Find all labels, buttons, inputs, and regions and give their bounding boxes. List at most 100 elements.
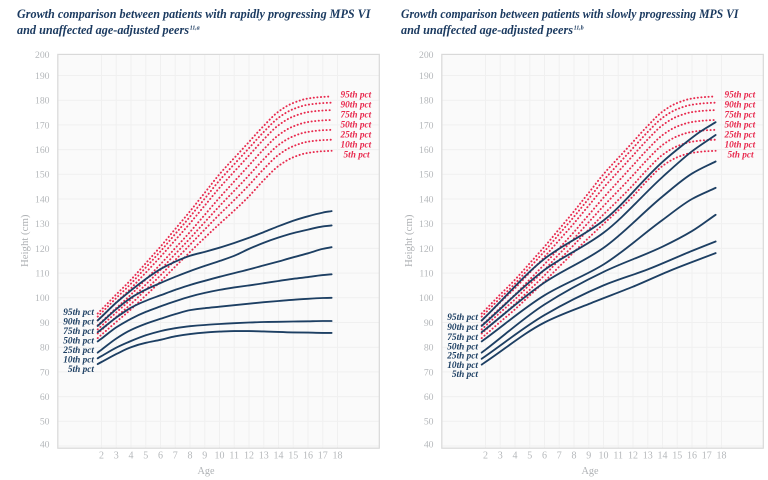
svg-text:15: 15	[672, 451, 682, 462]
svg-text:3: 3	[114, 451, 119, 462]
svg-text:13: 13	[643, 451, 653, 462]
svg-text:60: 60	[424, 392, 434, 403]
svg-text:18: 18	[717, 451, 727, 462]
svg-text:80: 80	[40, 343, 50, 354]
svg-text:150: 150	[419, 170, 434, 181]
svg-text:50th pct: 50th pct	[63, 337, 94, 347]
svg-text:9: 9	[202, 451, 207, 462]
svg-text:10th pct: 10th pct	[725, 140, 756, 150]
svg-text:95th pct: 95th pct	[725, 90, 756, 100]
svg-text:3: 3	[498, 451, 503, 462]
svg-text:25th pct: 25th pct	[446, 352, 478, 362]
svg-text:and unaffected age-adjusted pe: and unaffected age-adjusted peers	[17, 22, 189, 37]
svg-text:160: 160	[419, 145, 434, 156]
svg-text:50: 50	[424, 417, 434, 428]
svg-text:7: 7	[173, 451, 178, 462]
svg-text:180: 180	[35, 96, 50, 107]
svg-text:75th pct: 75th pct	[447, 333, 478, 343]
svg-text:12: 12	[628, 451, 638, 462]
svg-text:170: 170	[419, 120, 434, 131]
svg-text:10th pct: 10th pct	[341, 140, 372, 150]
svg-text:11,a: 11,a	[190, 25, 200, 31]
svg-text:Height (cm): Height (cm)	[19, 214, 31, 267]
svg-text:160: 160	[35, 145, 50, 156]
svg-text:90th pct: 90th pct	[341, 100, 372, 110]
svg-text:5th pct: 5th pct	[344, 150, 371, 160]
svg-text:70: 70	[40, 367, 50, 378]
svg-text:10th pct: 10th pct	[447, 361, 478, 371]
svg-text:140: 140	[35, 194, 50, 205]
svg-text:90: 90	[40, 318, 50, 329]
svg-text:13: 13	[259, 451, 269, 462]
svg-text:120: 120	[35, 244, 50, 255]
svg-text:40: 40	[424, 440, 434, 451]
svg-text:8: 8	[188, 451, 193, 462]
svg-text:5th pct: 5th pct	[728, 150, 755, 160]
svg-text:95th pct: 95th pct	[447, 313, 478, 323]
svg-text:75th pct: 75th pct	[341, 110, 372, 120]
svg-text:17: 17	[702, 451, 712, 462]
svg-text:12: 12	[244, 451, 254, 462]
svg-text:200: 200	[35, 50, 50, 61]
svg-text:6: 6	[158, 451, 163, 462]
svg-text:25th pct: 25th pct	[340, 130, 372, 140]
svg-text:110: 110	[35, 269, 49, 280]
svg-text:190: 190	[35, 71, 50, 82]
svg-text:180: 180	[419, 96, 434, 107]
svg-text:170: 170	[35, 120, 50, 131]
svg-text:95th pct: 95th pct	[341, 90, 372, 100]
svg-text:10: 10	[215, 451, 225, 462]
svg-text:14: 14	[274, 451, 284, 462]
svg-text:17: 17	[318, 451, 328, 462]
svg-text:11: 11	[229, 451, 239, 462]
svg-text:50: 50	[40, 417, 50, 428]
svg-text:100: 100	[35, 293, 50, 304]
svg-text:110: 110	[419, 269, 433, 280]
svg-text:75th pct: 75th pct	[725, 110, 756, 120]
svg-text:4: 4	[129, 451, 134, 462]
svg-text:2: 2	[483, 451, 488, 462]
svg-text:8: 8	[572, 451, 577, 462]
svg-text:150: 150	[35, 170, 50, 181]
svg-text:4: 4	[513, 451, 518, 462]
svg-text:Growth comparison between pati: Growth comparison between patients with …	[17, 6, 371, 21]
svg-text:15: 15	[288, 451, 298, 462]
svg-text:95th pct: 95th pct	[63, 308, 94, 318]
svg-text:25th pct: 25th pct	[724, 130, 756, 140]
svg-text:70: 70	[424, 367, 434, 378]
svg-text:5th pct: 5th pct	[452, 370, 479, 380]
svg-text:14: 14	[658, 451, 668, 462]
svg-text:10: 10	[599, 451, 609, 462]
svg-text:120: 120	[419, 244, 434, 255]
svg-text:and unaffected age-adjusted pe: and unaffected age-adjusted peers	[401, 22, 573, 37]
svg-text:90th pct: 90th pct	[447, 323, 478, 333]
svg-text:11: 11	[613, 451, 623, 462]
svg-text:5: 5	[527, 451, 532, 462]
svg-text:130: 130	[419, 219, 434, 230]
svg-text:50th pct: 50th pct	[725, 120, 756, 130]
svg-text:2: 2	[99, 451, 104, 462]
svg-text:100: 100	[419, 293, 434, 304]
svg-text:Age: Age	[582, 466, 599, 477]
svg-text:6: 6	[542, 451, 547, 462]
svg-text:11,b: 11,b	[574, 25, 584, 31]
svg-text:10th pct: 10th pct	[63, 356, 94, 366]
svg-text:190: 190	[419, 71, 434, 82]
svg-text:16: 16	[687, 451, 697, 462]
svg-text:90th pct: 90th pct	[63, 318, 94, 328]
svg-text:60: 60	[40, 392, 50, 403]
svg-text:Growth comparison between pati: Growth comparison between patients with …	[401, 6, 739, 21]
svg-text:Age: Age	[198, 466, 215, 477]
svg-text:7: 7	[557, 451, 562, 462]
svg-text:Height (cm): Height (cm)	[403, 214, 415, 267]
svg-text:75th pct: 75th pct	[63, 327, 94, 337]
svg-text:50th pct: 50th pct	[341, 120, 372, 130]
svg-text:130: 130	[35, 219, 50, 230]
svg-text:5: 5	[143, 451, 148, 462]
svg-text:80: 80	[424, 343, 434, 354]
svg-text:9: 9	[586, 451, 591, 462]
svg-text:140: 140	[419, 194, 434, 205]
svg-text:25th pct: 25th pct	[62, 346, 94, 356]
svg-text:90th pct: 90th pct	[725, 100, 756, 110]
svg-text:40: 40	[40, 440, 50, 451]
